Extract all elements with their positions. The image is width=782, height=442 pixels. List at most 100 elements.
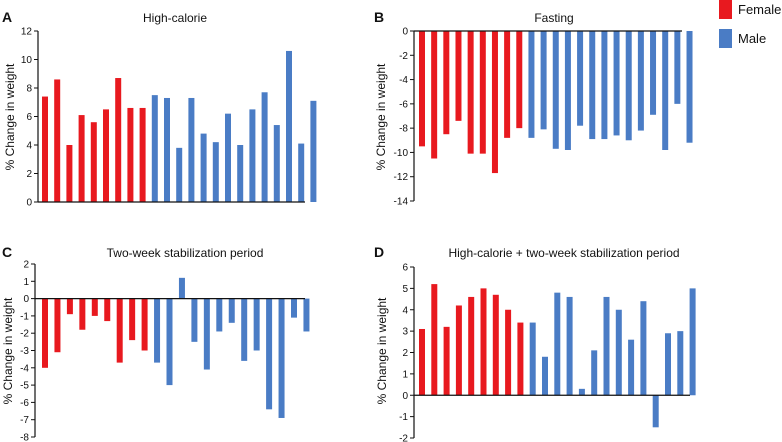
panel-c-bar-8 xyxy=(129,298,136,341)
panel-c-bar-11 xyxy=(166,298,173,386)
panel-b-y-tick-label: -8 xyxy=(399,124,408,135)
panel-b-bar-11 xyxy=(540,31,547,130)
panel-b-bar-9 xyxy=(516,31,523,129)
panel-d-bar-23 xyxy=(689,288,696,396)
panel-b-y-tick-label: 0 xyxy=(402,27,408,38)
legend-swatch-male xyxy=(719,29,732,48)
panel-d-bar-20 xyxy=(652,395,659,428)
panel-d-y-tick-label: 4 xyxy=(402,305,408,316)
legend-label-male: Male xyxy=(738,31,766,46)
panel-d-high-calorie-stabilization: D High-calorie + two-week stabilization … xyxy=(374,244,696,442)
panel-a-bar-11 xyxy=(164,97,170,202)
panel-a-y-tick-label: 6 xyxy=(26,112,32,123)
panel-b-y-tick-label: -2 xyxy=(399,51,408,62)
panel-a-bar-22 xyxy=(298,143,305,202)
panel-b-y-tick-label: -12 xyxy=(394,172,409,183)
panel-d-bar-2 xyxy=(431,284,438,396)
panel-b-bar-2 xyxy=(431,31,438,159)
panel-b-bar-7 xyxy=(491,31,498,174)
panel-d-bar-21 xyxy=(665,333,671,396)
panel-c-y-tick-label: 0 xyxy=(23,294,29,305)
panel-c-bar-15 xyxy=(216,298,223,332)
panel-a-bar-1 xyxy=(42,96,48,202)
panel-d-bar-12 xyxy=(554,292,561,396)
panel-b-bar-23 xyxy=(686,31,693,143)
panel-a-bar-23 xyxy=(310,100,317,202)
panel-c-bar-13 xyxy=(191,298,198,342)
panel-d-bar-18 xyxy=(628,339,635,396)
panel-d-bar-13 xyxy=(566,296,573,396)
legend-label-female: Female xyxy=(738,2,781,17)
panel-a-bar-10 xyxy=(151,95,158,203)
panel-c-bar-20 xyxy=(278,298,285,418)
panel-c-bar-21 xyxy=(291,298,297,318)
panel-c-y-tick-label: -1 xyxy=(20,311,29,322)
panel-c-bar-19 xyxy=(266,298,273,410)
panel-a-bar-13 xyxy=(188,97,195,202)
panel-c-bar-3 xyxy=(66,298,73,315)
panel-b-y-axis-label: % Change in weight xyxy=(374,63,388,170)
panel-c-y-tick-label: -8 xyxy=(20,433,29,442)
panel-c-bar-9 xyxy=(141,298,148,351)
panel-b-bar-19 xyxy=(637,31,644,131)
panel-a-y-tick-label: 10 xyxy=(21,55,33,66)
panel-c-bar-6 xyxy=(104,298,111,322)
panel-a-bar-5 xyxy=(90,122,97,202)
panel-b-bar-6 xyxy=(479,31,486,154)
panel-d-bar-14 xyxy=(578,388,585,396)
panel-b-bar-20 xyxy=(650,31,657,115)
panel-d-bar-17 xyxy=(615,309,622,396)
panel-b-bar-3 xyxy=(443,31,450,135)
panel-c-bar-12 xyxy=(178,277,185,299)
panel-a-bar-4 xyxy=(78,115,85,202)
panel-c-y-tick-label: -2 xyxy=(20,329,29,340)
panel-d-y-tick-label: 1 xyxy=(402,369,408,380)
panel-d-bar-22 xyxy=(677,331,684,396)
panel-d-y-tick-label: 5 xyxy=(402,284,408,295)
panel-b-y-tick-label: -14 xyxy=(394,197,409,208)
panel-c-y-tick-label: 2 xyxy=(23,260,29,271)
panel-a-bar-14 xyxy=(200,133,207,202)
panel-b-bar-21 xyxy=(662,31,669,150)
legend: Female Male xyxy=(719,0,781,48)
panel-d-bar-7 xyxy=(492,294,499,396)
panel-a-bar-8 xyxy=(127,107,134,202)
panel-b-title: Fasting xyxy=(534,11,573,25)
panel-c-bar-10 xyxy=(154,298,161,363)
panel-c-y-tick-label: -4 xyxy=(20,363,29,374)
panel-c-bar-5 xyxy=(91,298,98,316)
panel-d-bar-5 xyxy=(468,296,475,396)
panel-d-y-tick-label: -2 xyxy=(399,434,408,442)
panel-b-bar-8 xyxy=(504,31,511,138)
panel-d-bar-1 xyxy=(419,328,425,396)
panel-c-label: C xyxy=(2,244,12,260)
panel-c-title: Two-week stabilization period xyxy=(107,246,264,260)
panel-d-bar-15 xyxy=(591,350,598,396)
panel-c-bar-4 xyxy=(79,298,86,330)
panel-a-bar-18 xyxy=(249,109,256,203)
panel-d-bar-19 xyxy=(640,301,647,396)
panel-d-y-tick-label: -1 xyxy=(399,412,408,423)
panel-a-bar-16 xyxy=(225,113,231,202)
panel-c-y-tick-label: -7 xyxy=(20,415,29,426)
panel-c-bar-7 xyxy=(116,298,123,363)
panel-a-bar-3 xyxy=(66,145,73,202)
panel-d-bar-6 xyxy=(480,288,487,396)
panel-d-label: D xyxy=(374,244,384,260)
panel-b-bar-1 xyxy=(419,31,425,147)
panel-d-bar-9 xyxy=(517,322,524,396)
panel-a-y-tick-label: 12 xyxy=(21,27,33,38)
panel-c-bar-18 xyxy=(253,298,260,351)
panel-c-bar-16 xyxy=(228,298,235,323)
panel-d-bar-10 xyxy=(529,322,536,396)
panel-c-y-tick-label: 1 xyxy=(23,277,29,288)
panel-b-bar-10 xyxy=(528,31,535,138)
panel-a-y-tick-label: 4 xyxy=(26,141,32,152)
panel-c-bar-22 xyxy=(303,298,310,332)
panel-d-y-tick-label: 0 xyxy=(402,391,408,402)
panel-b-bar-4 xyxy=(455,31,462,121)
panel-b-bar-14 xyxy=(577,31,584,126)
panel-a-label: A xyxy=(2,9,12,25)
panel-a-y-tick-label: 8 xyxy=(26,84,32,95)
panel-b-bar-16 xyxy=(601,31,608,140)
